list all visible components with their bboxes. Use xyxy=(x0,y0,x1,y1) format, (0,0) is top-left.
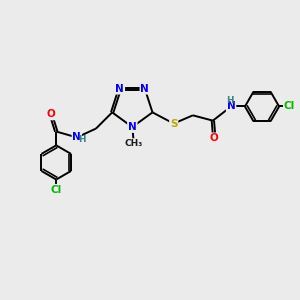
Text: H: H xyxy=(78,135,86,144)
Text: O: O xyxy=(46,110,55,119)
Text: N: N xyxy=(128,122,137,132)
Text: N: N xyxy=(140,84,149,94)
Text: S: S xyxy=(170,118,177,129)
Text: N: N xyxy=(73,132,81,142)
Text: O: O xyxy=(210,133,219,143)
Text: Cl: Cl xyxy=(284,101,295,112)
Text: H: H xyxy=(226,96,234,105)
Text: Cl: Cl xyxy=(51,185,62,195)
Text: CH₃: CH₃ xyxy=(125,139,143,148)
Text: N: N xyxy=(116,84,124,94)
Text: N: N xyxy=(227,101,236,112)
